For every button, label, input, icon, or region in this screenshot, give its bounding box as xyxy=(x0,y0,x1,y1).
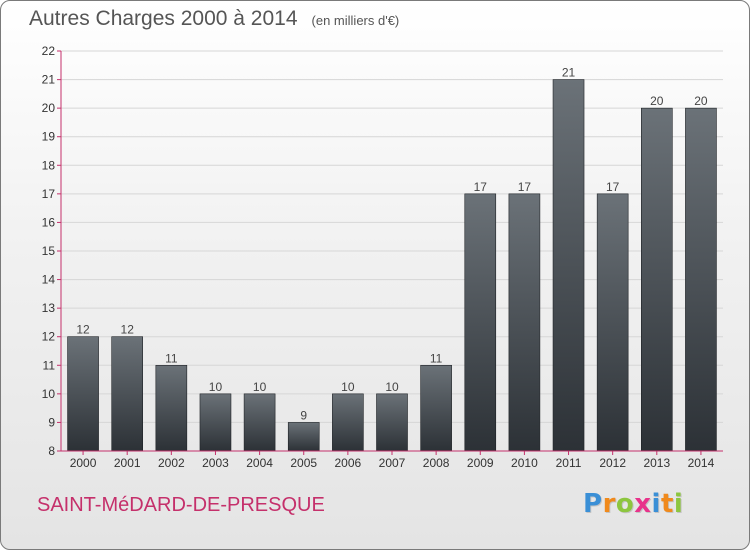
y-tick-label: 20 xyxy=(42,101,56,115)
x-tick-label: 2010 xyxy=(511,456,538,470)
bar xyxy=(376,393,408,452)
data-label: 11 xyxy=(165,351,178,365)
logo-letter: t xyxy=(660,489,674,519)
y-tick-label: 18 xyxy=(42,158,56,172)
axes: 8 9 10 11 12 13 14 15 16 17 18 19 20 21 22 2000 2001 2002… xyxy=(42,44,723,470)
data-label: 12 xyxy=(76,323,90,337)
logo-letter: r xyxy=(602,489,616,519)
data-label: 12 xyxy=(121,323,135,337)
bar xyxy=(464,193,497,452)
x-tick-label: 2003 xyxy=(202,456,229,470)
x-tick-label: 2009 xyxy=(467,456,494,470)
chart-title: Autres Charges 2000 à 2014 xyxy=(29,7,298,30)
bar xyxy=(199,393,232,452)
bar xyxy=(111,336,143,452)
bar xyxy=(420,364,452,452)
x-tick-label: 2013 xyxy=(643,456,670,470)
bar xyxy=(552,79,585,452)
x-tick-label: 2001 xyxy=(114,456,141,470)
y-tick-label: 17 xyxy=(42,187,56,201)
y-tick-label: 11 xyxy=(43,358,56,372)
x-tick-label: 2006 xyxy=(335,456,362,470)
data-label: 17 xyxy=(474,180,488,194)
data-label: 10 xyxy=(385,380,399,394)
x-tick-label: 2005 xyxy=(290,456,317,470)
data-label: 10 xyxy=(253,380,267,394)
x-tick-label: 2014 xyxy=(688,456,715,470)
x-tick-label: 2004 xyxy=(246,456,273,470)
y-tick-label: 10 xyxy=(42,387,56,401)
proxiti-logo: Proxiti xyxy=(583,489,683,519)
y-tick-label: 8 xyxy=(48,444,55,458)
bar xyxy=(640,107,673,452)
data-label: 20 xyxy=(694,94,708,108)
y-tick-label: 14 xyxy=(42,273,56,287)
title-block: Autres Charges 2000 à 2014 (en milliers … xyxy=(29,7,399,31)
data-label: 11 xyxy=(430,351,443,365)
y-tick-label: 15 xyxy=(42,244,56,258)
x-tick-label: 2000 xyxy=(70,456,97,470)
data-label: 10 xyxy=(209,380,223,394)
commune-name: SAINT-MéDARD-DE-PRESQUE xyxy=(37,494,325,516)
bar xyxy=(287,422,320,452)
bars xyxy=(67,79,717,452)
y-tick-label: 9 xyxy=(48,415,55,429)
y-tick-label: 12 xyxy=(42,330,56,344)
x-tick-label: 2007 xyxy=(379,456,406,470)
y-tick-label: 13 xyxy=(42,301,56,315)
bar xyxy=(155,364,188,452)
y-tick-label: 21 xyxy=(42,73,56,87)
data-label: 17 xyxy=(518,180,532,194)
y-tick-label: 19 xyxy=(42,130,56,144)
logo-letter: o xyxy=(615,489,635,519)
x-tick-label: 2012 xyxy=(599,456,626,470)
bar xyxy=(685,107,717,452)
x-tick-label: 2011 xyxy=(556,456,582,470)
bar xyxy=(332,393,364,452)
labels: 12 12 11 10 10 9 10 10 11 17 17 21 17 20 20 xyxy=(76,66,708,423)
y-tick-label: 16 xyxy=(42,215,56,229)
logo-letter: P xyxy=(583,489,603,519)
data-label: 9 xyxy=(300,408,307,422)
logo-letter: i xyxy=(673,489,684,519)
y-tick-label: 22 xyxy=(42,44,56,58)
data-label: 17 xyxy=(606,180,620,194)
logo-letter: i xyxy=(651,489,661,519)
data-label: 21 xyxy=(562,66,576,80)
bar xyxy=(67,336,99,452)
chart-subtitle: (en milliers d'€) xyxy=(311,13,400,28)
bar xyxy=(508,193,541,452)
bar xyxy=(243,393,276,452)
data-label: 20 xyxy=(650,94,664,108)
logo-letter: x xyxy=(634,489,652,519)
x-tick-label: 2002 xyxy=(158,456,185,470)
data-label: 10 xyxy=(341,380,355,394)
bar xyxy=(596,193,629,452)
x-tick-label: 2008 xyxy=(423,456,450,470)
